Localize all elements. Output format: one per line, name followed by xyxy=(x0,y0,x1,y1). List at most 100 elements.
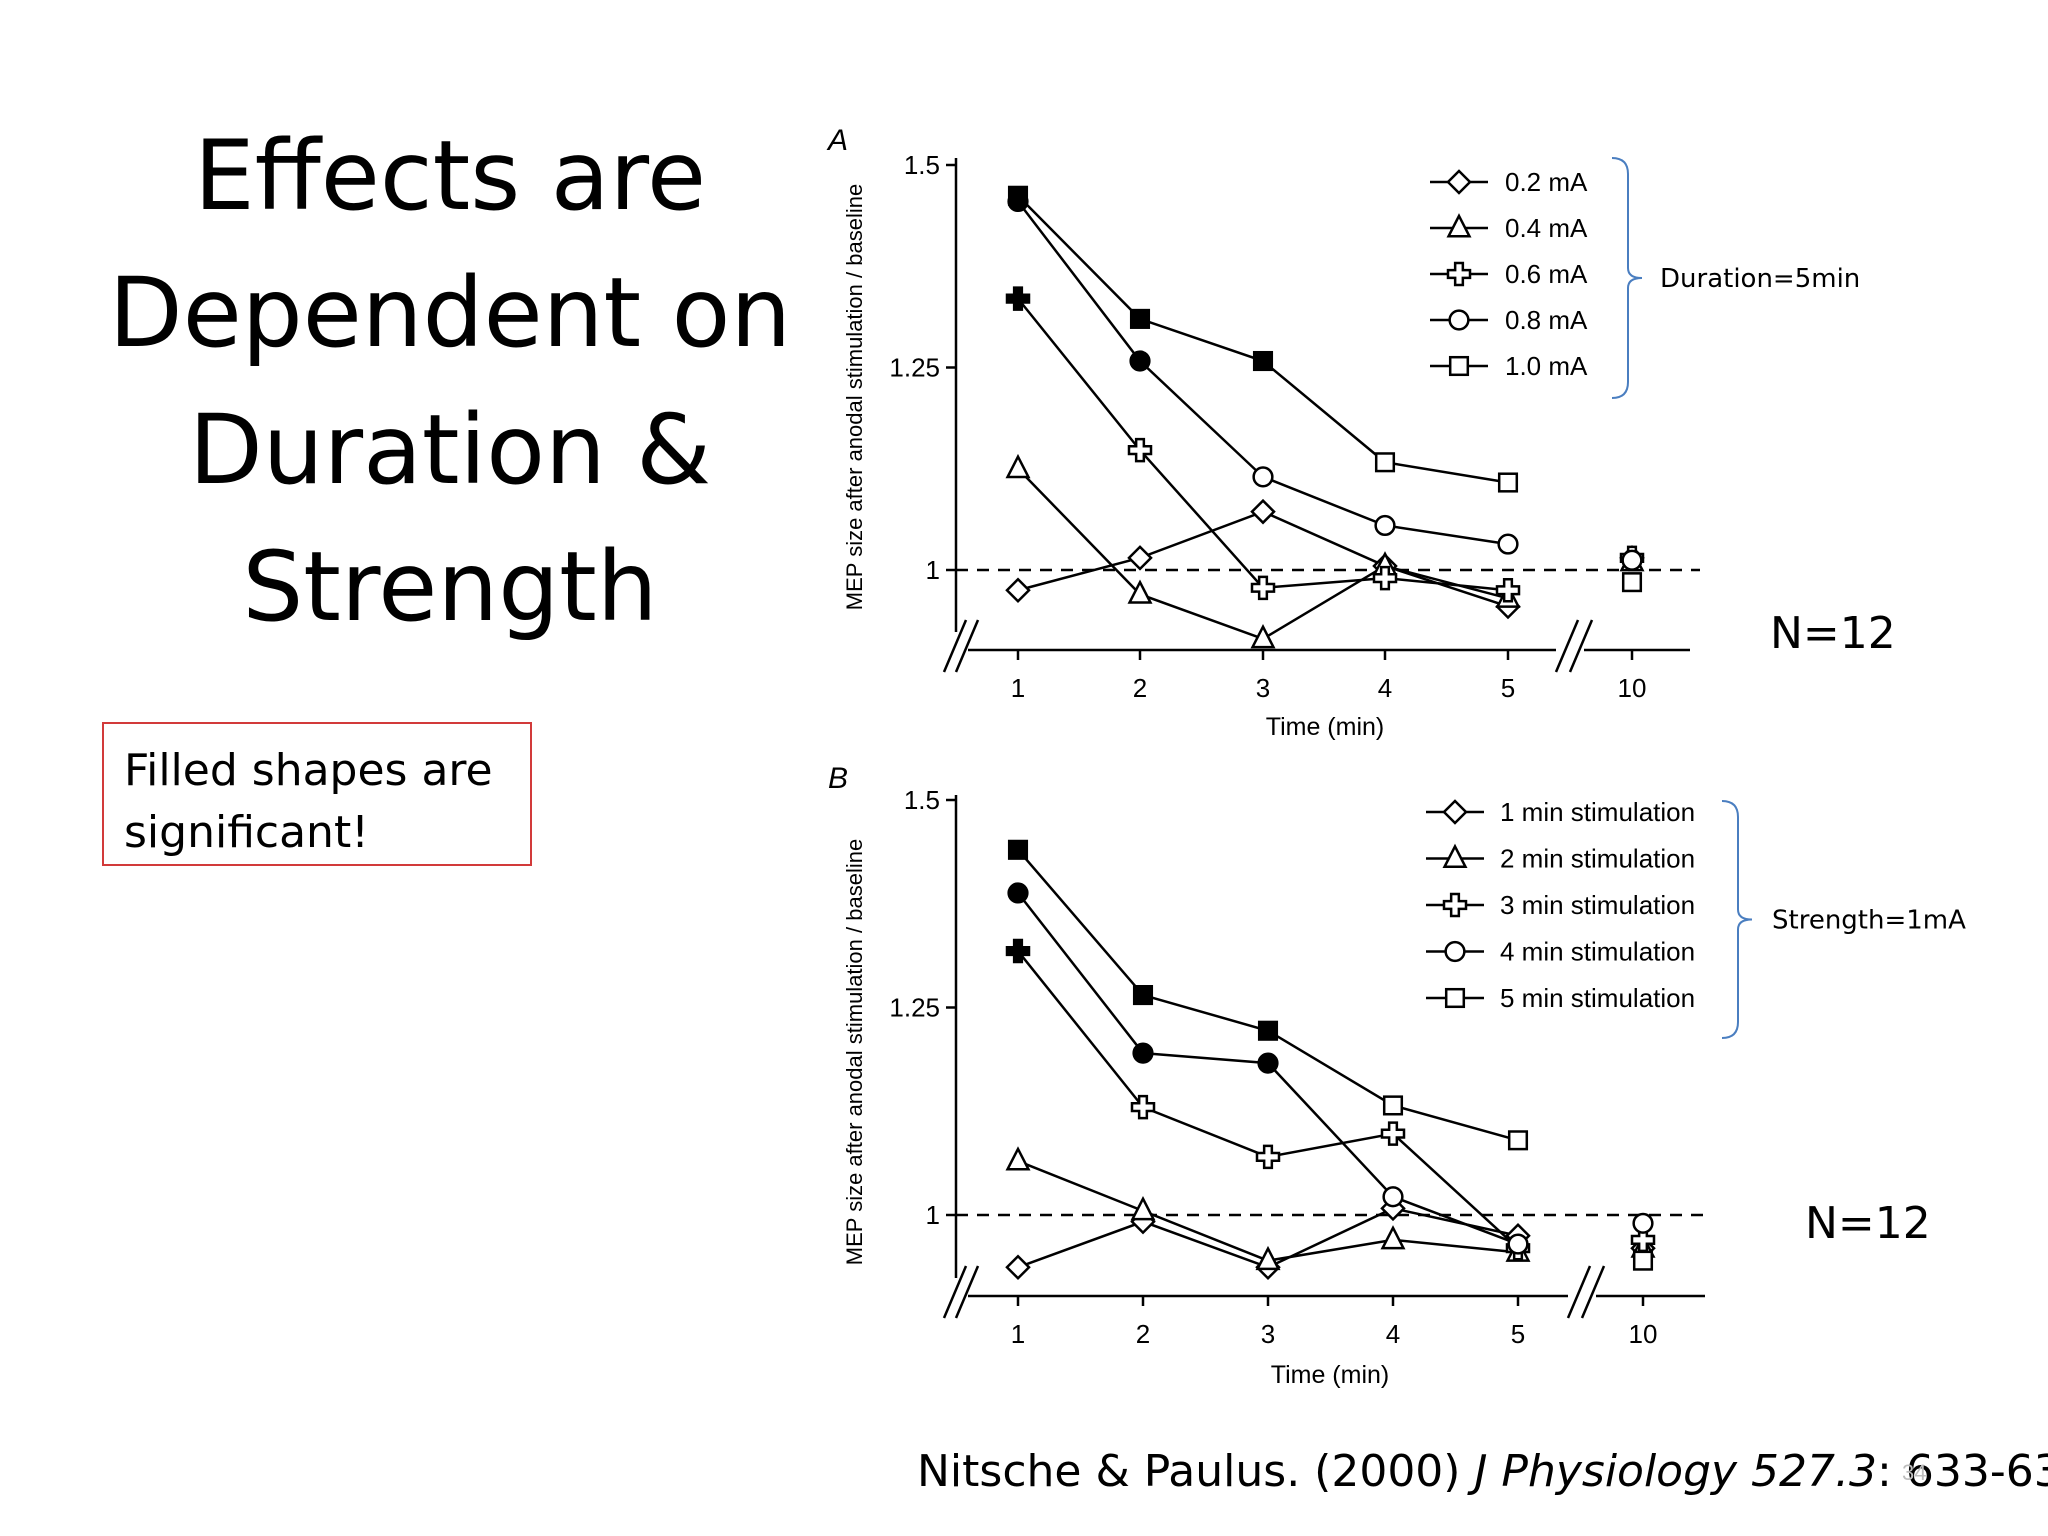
data-point xyxy=(1127,437,1153,463)
data-point xyxy=(1257,1020,1279,1041)
legend-marker xyxy=(1448,355,1470,377)
note-line-2: significant! xyxy=(124,807,369,858)
series-line xyxy=(1017,297,1509,592)
legend-marker xyxy=(1442,799,1468,825)
data-point xyxy=(1382,1095,1404,1116)
data-point xyxy=(1132,985,1154,1006)
data-point xyxy=(1005,938,1031,964)
x-tick-label: 4 xyxy=(1378,673,1392,703)
legend-marker xyxy=(1448,309,1470,331)
series-line xyxy=(1017,1159,1519,1262)
bracket-label: Strength=1mA xyxy=(1772,906,1966,936)
data-point xyxy=(1374,514,1396,537)
legend-marker xyxy=(1444,940,1466,963)
data-point xyxy=(1130,1094,1156,1120)
x-axis-label: Time (min) xyxy=(1266,713,1385,741)
axis-break-mark xyxy=(1580,1265,1606,1319)
y-tick-label: 1 xyxy=(926,555,940,585)
series-line xyxy=(1017,200,1509,546)
y-tick-label: 1 xyxy=(926,1200,940,1230)
data-point xyxy=(1380,1225,1406,1250)
y-axis-label: MEP size after anodal stimulation / base… xyxy=(842,184,867,610)
axis-break-mark xyxy=(942,1265,968,1319)
legend-marker xyxy=(1446,169,1472,195)
y-tick-label: 1.5 xyxy=(904,785,940,815)
data-point xyxy=(1130,1196,1156,1221)
data-point xyxy=(1252,466,1274,488)
series-triangle xyxy=(1005,453,1645,649)
note-line-1: Filled shapes are xyxy=(124,745,493,796)
data-point xyxy=(1007,839,1029,860)
data-point xyxy=(1005,286,1031,311)
legend-marker xyxy=(1442,892,1468,918)
data-point xyxy=(1250,624,1276,649)
series-square xyxy=(1007,839,1654,1271)
data-point xyxy=(1252,350,1274,372)
data-point xyxy=(1005,577,1031,604)
x-tick-label: 1 xyxy=(1011,673,1025,703)
series-triangle xyxy=(1005,1146,1656,1271)
data-point xyxy=(1129,308,1151,329)
data-point xyxy=(1005,453,1031,479)
data-point xyxy=(1372,565,1398,591)
data-point xyxy=(1250,498,1276,525)
data-point xyxy=(1129,350,1151,372)
data-point xyxy=(1007,882,1029,904)
series-diamond xyxy=(1005,1195,1656,1281)
data-point xyxy=(1005,1146,1031,1171)
panel-label: A xyxy=(826,124,848,157)
x-tick-label: 4 xyxy=(1386,1319,1400,1349)
data-point xyxy=(1632,1250,1654,1271)
axis-break-mark xyxy=(954,619,980,673)
y-axis-label: MEP size after anodal stimulation / base… xyxy=(842,839,867,1265)
x-tick-label: 2 xyxy=(1133,673,1147,703)
data-point xyxy=(1005,1254,1031,1281)
bracket-label: Duration=5min xyxy=(1660,264,1860,294)
series-line xyxy=(1017,467,1509,641)
citation: Nitsche & Paulus. (2000) J Physiology 52… xyxy=(917,1446,2048,1497)
axis-break-mark xyxy=(1554,619,1580,673)
citation-authors: Nitsche & Paulus. (2000) xyxy=(917,1446,1475,1497)
legend-label: 0.4 mA xyxy=(1505,213,1588,243)
data-point xyxy=(1621,572,1643,593)
x-tick-label: 10 xyxy=(1629,1319,1658,1349)
data-point xyxy=(1127,545,1153,571)
citation-journal: J Physiology 527.3 xyxy=(1474,1446,1878,1497)
legend-label: 0.2 mA xyxy=(1505,167,1588,197)
data-point xyxy=(1507,1130,1529,1151)
legend-marker xyxy=(1444,987,1466,1009)
data-point xyxy=(1497,533,1519,555)
data-point xyxy=(1380,1121,1406,1146)
x-tick-label: 1 xyxy=(1011,1319,1025,1349)
x-tick-label: 10 xyxy=(1618,673,1647,703)
series-circle xyxy=(1007,882,1654,1255)
y-tick-label: 1.5 xyxy=(904,150,940,180)
data-point xyxy=(1495,578,1521,603)
title-line-4: Strength xyxy=(242,531,658,643)
data-point xyxy=(1382,1186,1404,1208)
data-point xyxy=(1632,1212,1654,1234)
legend-label: 5 min stimulation xyxy=(1500,983,1695,1013)
data-point xyxy=(1621,549,1643,571)
x-tick-label: 3 xyxy=(1256,673,1270,703)
legend-label: 4 min stimulation xyxy=(1500,937,1695,967)
x-tick-label: 2 xyxy=(1136,1319,1150,1349)
y-tick-label: 1.25 xyxy=(889,353,940,383)
legend-marker xyxy=(1446,213,1472,238)
data-point xyxy=(1127,579,1153,604)
y-tick-label: 1.25 xyxy=(889,993,940,1023)
significance-note: Filled shapes are significant! xyxy=(102,722,532,866)
axis-break-mark xyxy=(942,619,968,673)
x-tick-label: 5 xyxy=(1511,1319,1525,1349)
chart-panel-a: A 1 1.25 1.5 MEP size after anodal stimulati… xyxy=(826,124,1896,741)
legend-label: 0.8 mA xyxy=(1505,305,1588,335)
legend-label: 1 min stimulation xyxy=(1500,797,1695,827)
data-point xyxy=(1132,1042,1154,1064)
data-point xyxy=(1007,185,1029,206)
series-square xyxy=(1007,185,1643,593)
legend: 1 min stimulation 2 min stimulation 3 min … xyxy=(1426,797,1695,1013)
title-line-2: Dependent on xyxy=(108,257,792,369)
legend-bracket xyxy=(1611,157,1643,399)
legend-bracket xyxy=(1721,800,1753,1039)
